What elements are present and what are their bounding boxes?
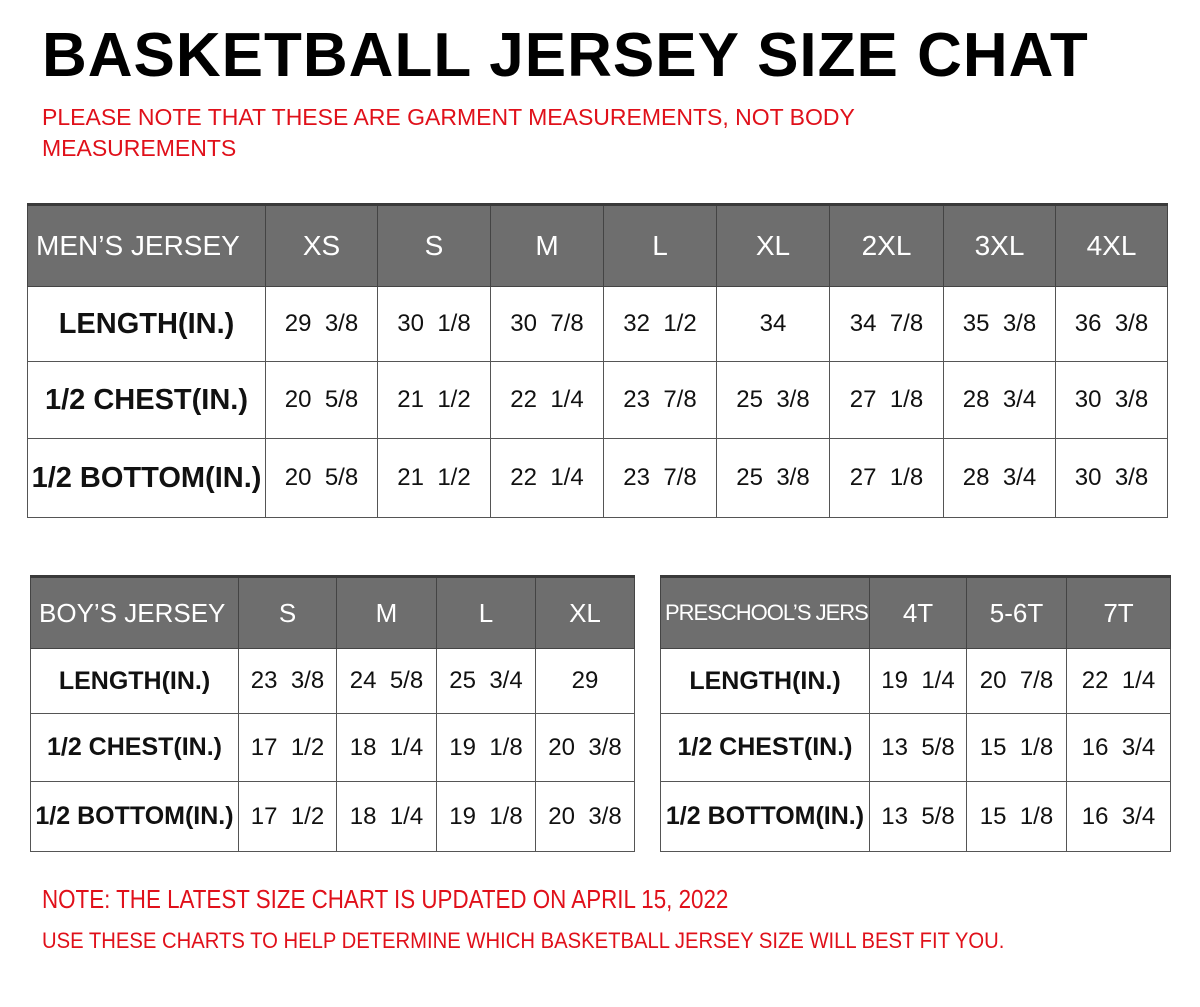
- measurement-cell: 21 1/2: [377, 361, 491, 439]
- size-header: XL: [535, 575, 635, 649]
- row-label: 1/2 BOTTOM(IN.): [30, 781, 239, 852]
- measurement-cell: 35 3/8: [943, 286, 1056, 362]
- measurement-cell: 19 1/8: [436, 713, 536, 782]
- measurement-cell: 15 1/8: [966, 713, 1067, 782]
- measurement-cell: 27 1/8: [829, 438, 944, 518]
- measurement-cell: 22 1/4: [490, 438, 604, 518]
- fit-note: USE THESE CHARTS TO HELP DETERMINE WHICH…: [42, 928, 1005, 953]
- measurement-cell: 29: [535, 648, 635, 714]
- size-header: L: [603, 203, 717, 287]
- size-header: 3XL: [943, 203, 1056, 287]
- table-row: 1/2 BOTTOM(IN.) 17 1/2 18 1/4 19 1/8 20 3/8: [30, 781, 635, 852]
- measurement-cell: 23 7/8: [603, 361, 717, 439]
- row-label: LENGTH(IN.): [27, 286, 266, 362]
- table-row: LENGTH(IN.) 19 1/4 20 7/8 22 1/4: [660, 648, 1171, 714]
- measurement-cell: 30 3/8: [1055, 361, 1168, 439]
- measurement-cell: 20 5/8: [265, 361, 378, 439]
- measurement-cell: 24 5/8: [336, 648, 437, 714]
- garment-note-line1: PLEASE NOTE THAT THESE ARE GARMENT MEASU…: [42, 104, 855, 130]
- measurement-cell: 16 3/4: [1066, 713, 1171, 782]
- measurement-cell: 16 3/4: [1066, 781, 1171, 852]
- measurement-cell: 30 1/8: [377, 286, 491, 362]
- measurement-cell: 19 1/8: [436, 781, 536, 852]
- size-header: 4T: [869, 575, 967, 649]
- table-row: 1/2 BOTTOM(IN.) 20 5/8 21 1/2 22 1/4 23 7/8 2…: [27, 438, 1168, 518]
- table-row: LENGTH(IN.) 23 3/8 24 5/8 25 3/4 29: [30, 648, 635, 714]
- size-header: M: [336, 575, 437, 649]
- measurement-cell: 32 1/2: [603, 286, 717, 362]
- size-header: XS: [265, 203, 378, 287]
- preschool-jersey-table: PRESCHOOL’S JERSEY4T5-6T7TLENGTH(IN.)19 …: [660, 575, 1171, 852]
- size-header: 7T: [1066, 575, 1171, 649]
- row-label: LENGTH(IN.): [660, 648, 870, 714]
- measurement-cell: 20 5/8: [265, 438, 378, 518]
- boys-jersey-table: BOY’S JERSEY S M L XL LENGTH(IN.) 23 3/8 24 5/8…: [30, 575, 635, 852]
- size-header: S: [238, 575, 337, 649]
- measurement-cell: 20 7/8: [966, 648, 1067, 714]
- measurement-cell: 29 3/8: [265, 286, 378, 362]
- measurement-cell: 22 1/4: [1066, 648, 1171, 714]
- measurement-cell: 25 3/4: [436, 648, 536, 714]
- measurement-cell: 34 7/8: [829, 286, 944, 362]
- size-header: XL: [716, 203, 830, 287]
- measurement-cell: 18 1/4: [336, 781, 437, 852]
- size-header: S: [377, 203, 491, 287]
- measurement-cell: 13 5/8: [869, 781, 967, 852]
- measurement-cell: 25 3/8: [716, 438, 830, 518]
- size-header: M: [490, 203, 604, 287]
- header-row: MEN’S JERSEY XS S M L XL 2XL 3XL 4XL: [27, 203, 1168, 287]
- table-label: PRESCHOOL’S JERSEY: [660, 575, 870, 649]
- measurement-cell: 23 7/8: [603, 438, 717, 518]
- row-label: 1/2 BOTTOM(IN.): [27, 438, 266, 518]
- measurement-cell: 13 5/8: [869, 713, 967, 782]
- measurement-cell: 30 3/8: [1055, 438, 1168, 518]
- row-label: 1/2 CHEST(IN.): [30, 713, 239, 782]
- table-row: 1/2 BOTTOM(IN.) 13 5/8 15 1/8 16 3/4: [660, 781, 1171, 852]
- size-header: 5-6T: [966, 575, 1067, 649]
- measurement-cell: 34: [716, 286, 830, 362]
- measurement-cell: 17 1/2: [238, 713, 337, 782]
- measurement-cell: 36 3/8: [1055, 286, 1168, 362]
- table-label: BOY’S JERSEY: [30, 575, 239, 649]
- header-row: BOY’S JERSEY S M L XL: [30, 575, 635, 649]
- measurement-cell: 18 1/4: [336, 713, 437, 782]
- measurement-cell: 21 1/2: [377, 438, 491, 518]
- row-label: 1/2 CHEST(IN.): [660, 713, 870, 782]
- measurement-cell: 28 3/4: [943, 361, 1056, 439]
- measurement-cell: 28 3/4: [943, 438, 1056, 518]
- table-row: 1/2 CHEST(IN.) 13 5/8 15 1/8 16 3/4: [660, 713, 1171, 782]
- measurement-cell: 23 3/8: [238, 648, 337, 714]
- table-row: 1/2 CHEST(IN.) 20 5/8 21 1/2 22 1/4 23 7/8 25…: [27, 361, 1168, 439]
- measurement-cell: 20 3/8: [535, 781, 635, 852]
- table-row: LENGTH(IN.) 29 3/8 30 1/8 30 7/8 32 1/2 34 34 …: [27, 286, 1168, 362]
- row-label: 1/2 BOTTOM(IN.): [660, 781, 870, 852]
- mens-jersey-table: MEN’S JERSEY XS S M L XL 2XL 3XL 4XL LENGTH(IN.) 2…: [27, 203, 1168, 518]
- measurement-cell: 22 1/4: [490, 361, 604, 439]
- size-header: 2XL: [829, 203, 944, 287]
- update-note: NOTE: THE LATEST SIZE CHART IS UPDATED O…: [42, 884, 729, 914]
- table-row: 1/2 CHEST(IN.) 17 1/2 18 1/4 19 1/8 20 3/8: [30, 713, 635, 782]
- table-label: MEN’S JERSEY: [27, 203, 266, 287]
- row-label: 1/2 CHEST(IN.): [27, 361, 266, 439]
- size-header: 4XL: [1055, 203, 1168, 287]
- measurement-cell: 25 3/8: [716, 361, 830, 439]
- measurement-cell: 27 1/8: [829, 361, 944, 439]
- measurement-cell: 17 1/2: [238, 781, 337, 852]
- measurement-cell: 19 1/4: [869, 648, 967, 714]
- measurement-cell: 30 7/8: [490, 286, 604, 362]
- measurement-cell: 20 3/8: [535, 713, 635, 782]
- measurement-cell: 15 1/8: [966, 781, 1067, 852]
- garment-note-line2: MEASUREMENTS: [42, 135, 237, 161]
- row-label: LENGTH(IN.): [30, 648, 239, 714]
- page-title: BASKETBALL JERSEY SIZE CHAT: [42, 21, 1089, 90]
- size-header: L: [436, 575, 536, 649]
